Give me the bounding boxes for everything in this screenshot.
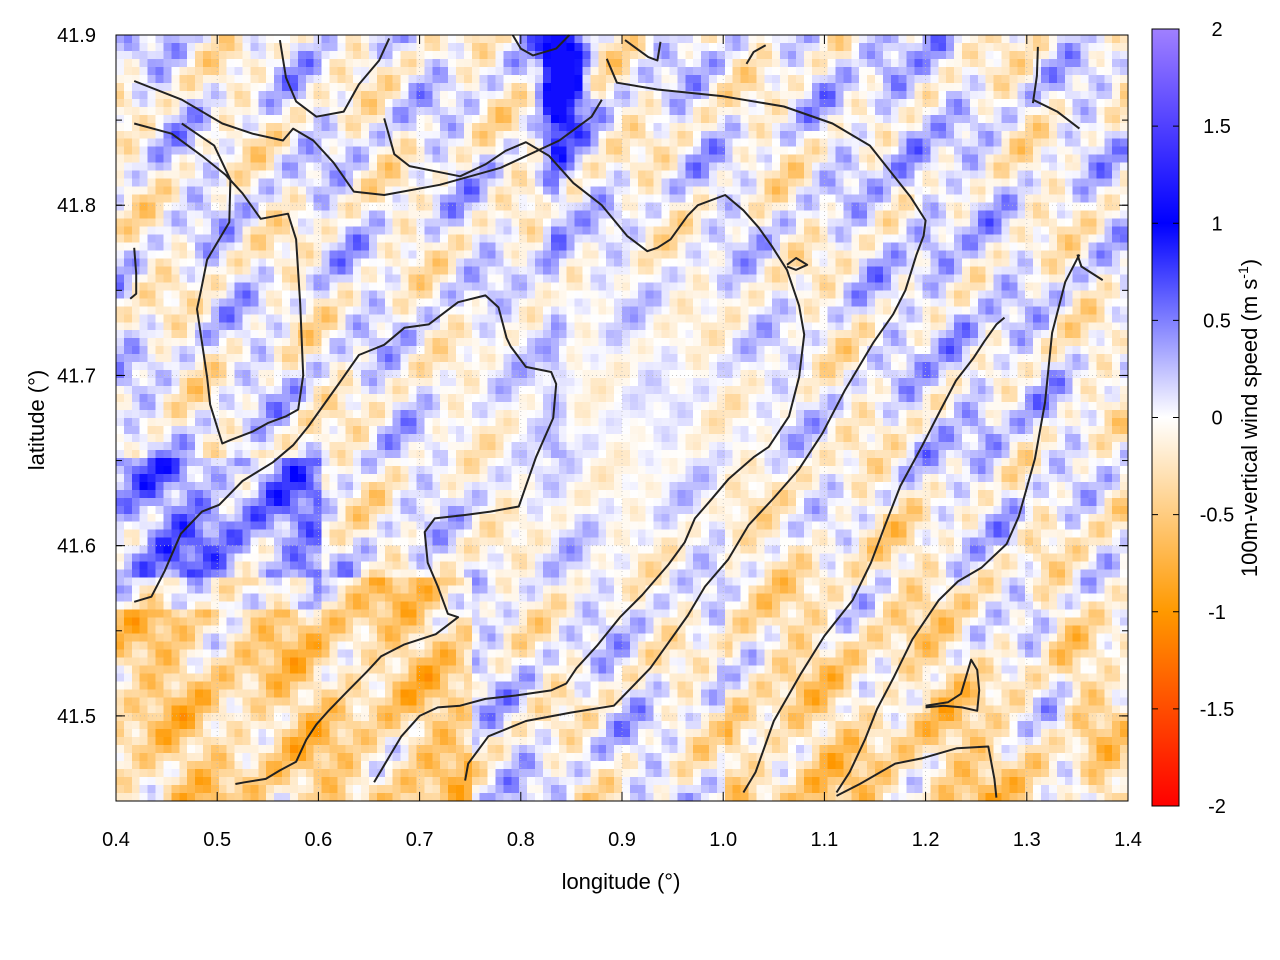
contour-line xyxy=(278,37,391,118)
colorbar-tick-label: -1.5 xyxy=(1200,699,1234,721)
colorbar-tick-label: 2 xyxy=(1211,19,1222,41)
contour-line xyxy=(511,34,571,57)
contour-line xyxy=(836,745,998,798)
wind-heatmap xyxy=(116,35,1128,801)
contour-line xyxy=(1031,46,1039,104)
terrain-contours xyxy=(129,34,1104,798)
x-tick-label: 0.5 xyxy=(203,829,231,851)
x-axis: 0.4 0.5 0.6 0.7 0.8 0.9 1.0 1.1 1.2 1.3 1.4 xyxy=(102,35,1142,851)
y-tick-label: 41.5 xyxy=(57,706,96,728)
colorbar-title-sup: -1 xyxy=(1235,266,1251,279)
contour-line xyxy=(129,247,138,300)
x-tick-label: 1.2 xyxy=(912,829,940,851)
contour-line xyxy=(742,316,1006,794)
colorbar-tick-label: 0 xyxy=(1211,408,1222,430)
contour-line xyxy=(835,254,1081,794)
y-axis: 41.5 41.6 41.7 41.8 41.9 xyxy=(57,25,1128,802)
contour-line xyxy=(133,294,558,785)
colorbar-title-close: ) xyxy=(1237,259,1262,266)
x-tick-label: 0.6 xyxy=(304,829,332,851)
y-tick-label: 41.6 xyxy=(57,536,96,558)
contour-line xyxy=(1076,254,1104,281)
contour-line xyxy=(786,257,809,271)
colorbar-tick-label: 0.5 xyxy=(1203,310,1231,332)
colorbar-tick-label: 1 xyxy=(1211,213,1222,235)
x-tick-label: 1.3 xyxy=(1013,829,1041,851)
colorbar-tick-label: -0.5 xyxy=(1200,505,1234,527)
contour-line xyxy=(745,44,767,65)
y-tick-label: 41.9 xyxy=(57,25,96,47)
contour-line xyxy=(373,118,806,783)
y-tick-label: 41.8 xyxy=(57,195,96,217)
colorbar-axis: 2 1.5 1 0.5 0 -0.5 -1 -1.5 -2 xyxy=(1152,19,1234,818)
x-axis-title: longitude (°) xyxy=(562,869,681,894)
grid-lines xyxy=(116,35,1128,801)
colorbar-tick-label: -1 xyxy=(1208,602,1226,624)
y-axis-title: latitude (°) xyxy=(24,370,49,471)
wind-field-cells xyxy=(116,35,1128,801)
y-tick-label: 41.7 xyxy=(57,365,96,387)
x-tick-label: 0.8 xyxy=(507,829,535,851)
contour-line xyxy=(133,122,305,445)
x-tick-label: 1.1 xyxy=(810,829,838,851)
x-tick-label: 0.9 xyxy=(608,829,636,851)
x-tick-label: 0.4 xyxy=(102,829,130,851)
colorbar-title: 100m-vertical wind speed (m s-1) xyxy=(1235,259,1262,577)
colorbar-title-main: 100m-vertical wind speed (m s xyxy=(1237,279,1262,577)
contour-line xyxy=(1032,98,1081,130)
x-tick-label: 1.0 xyxy=(709,829,737,851)
contour-line xyxy=(464,58,927,781)
contour-line xyxy=(925,658,981,712)
x-tick-label: 1.4 xyxy=(1114,829,1142,851)
contour-line xyxy=(624,39,662,62)
colorbar-tick-label: -2 xyxy=(1208,796,1226,818)
colorbar-tick-label: 1.5 xyxy=(1203,116,1231,138)
x-tick-label: 0.7 xyxy=(406,829,434,851)
